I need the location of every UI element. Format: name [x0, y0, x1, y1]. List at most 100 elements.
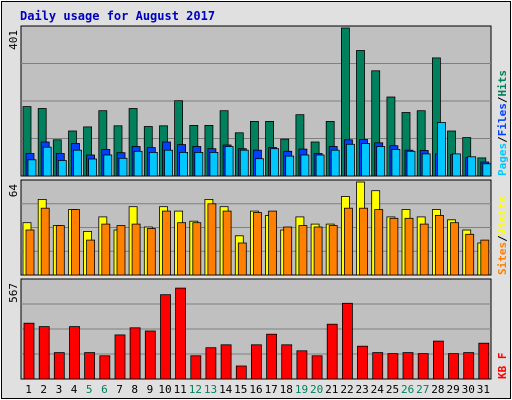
x-tick-label: 27 [416, 383, 429, 396]
bar-kb-f-day-27 [417, 353, 429, 380]
x-tick-label: 22 [340, 383, 353, 396]
bar-kb-f-day-13 [205, 347, 217, 380]
hits-files-pages-ymax-label: 401 [7, 30, 20, 50]
x-tick-label: 18 [280, 383, 293, 396]
x-tick-label: 31 [477, 383, 490, 396]
legend-entry: Visits [496, 196, 509, 236]
bar-sites-day-11 [177, 222, 187, 276]
bar-sites-day-25 [389, 217, 399, 276]
bar-kb-f-day-18 [281, 344, 293, 380]
x-tick-label: 29 [446, 383, 459, 396]
bar-sites-day-1 [25, 229, 35, 276]
bar-kb-f-day-21 [326, 323, 338, 380]
bar-kb-f-day-5 [84, 352, 95, 380]
bar-kb-f-day-25 [387, 353, 399, 380]
bar-pages-day-30 [467, 156, 477, 177]
x-tick-label: 14 [219, 383, 233, 396]
x-tick-label: 17 [265, 383, 278, 396]
series-pages [27, 122, 492, 177]
x-tick-label: 15 [234, 383, 247, 396]
bar-sites-day-19 [298, 225, 308, 276]
bar-kb-f-day-11 [175, 287, 187, 380]
bar-pages-day-16 [254, 158, 264, 177]
x-tick-label: 30 [462, 383, 475, 396]
bar-sites-day-8 [131, 223, 141, 276]
bar-sites-day-22 [343, 207, 353, 276]
bar-kb-f-day-8 [129, 327, 141, 380]
x-tick-label: 7 [116, 383, 123, 396]
bar-sites-day-5 [86, 239, 95, 276]
x-tick-label: 2 [40, 383, 47, 396]
bar-sites-day-3 [55, 225, 65, 276]
bar-kb-f-day-15 [235, 365, 247, 380]
bar-sites-day-26 [404, 217, 414, 276]
bar-kb-f-day-31 [478, 342, 490, 380]
bar-sites-day-12 [192, 222, 202, 276]
bar-pages-day-25 [391, 148, 401, 177]
legend-entry: Files [496, 103, 509, 136]
bar-kb-f-day-29 [448, 353, 459, 380]
bar-sites-day-27 [419, 223, 429, 276]
bar-pages-day-26 [406, 150, 416, 177]
bar-sites-day-30 [465, 233, 475, 276]
bar-sites-day-7 [116, 225, 126, 276]
visits-sites-ymax-label: 64 [7, 184, 20, 198]
visits-sites-legend: Sites/Visits [496, 196, 509, 276]
legend-entry: / [496, 96, 509, 103]
bar-pages-day-23 [361, 143, 370, 177]
bar-pages-day-6 [103, 154, 113, 177]
x-tick-label: 21 [325, 383, 338, 396]
bar-sites-day-13 [207, 203, 217, 276]
chart-title: Daily usage for August 2017 [20, 9, 215, 23]
kbf-ymax-label: 567 [7, 283, 20, 303]
bar-pages-day-27 [421, 153, 431, 177]
x-tick-label: 28 [431, 383, 444, 396]
bar-sites-day-20 [313, 226, 323, 276]
x-tick-label: 5 [86, 383, 93, 396]
bar-sites-day-16 [252, 212, 262, 276]
bar-kb-f-day-7 [114, 334, 126, 380]
bar-sites-day-2 [40, 207, 50, 276]
x-tick-label: 25 [386, 383, 399, 396]
bar-pages-day-18 [285, 155, 295, 177]
kbf-legend: KB F [496, 353, 509, 380]
bar-kb-f-day-26 [402, 352, 414, 380]
bar-sites-day-21 [328, 225, 338, 276]
bar-pages-day-13 [209, 151, 219, 177]
bar-sites-day-6 [101, 223, 111, 276]
bar-pages-day-3 [57, 160, 67, 177]
bar-kb-f-day-17 [266, 333, 278, 380]
bar-pages-day-1 [27, 159, 37, 177]
bar-kb-f-day-3 [53, 352, 65, 380]
bar-pages-day-21 [330, 149, 340, 177]
bar-pages-day-19 [300, 154, 310, 177]
bar-pages-day-17 [270, 148, 280, 177]
bar-pages-day-4 [73, 149, 82, 177]
legend-entry: / [496, 235, 509, 242]
bar-kb-f-day-19 [296, 350, 308, 380]
bar-pages-day-31 [482, 163, 492, 177]
legend-entry: Sites [496, 242, 509, 275]
bar-sites-day-29 [450, 222, 459, 276]
x-tick-label: 16 [249, 383, 262, 396]
bar-pages-day-10 [164, 149, 173, 177]
legend-entry: KB F [496, 353, 509, 380]
hits-files-pages-legend: Pages/Files/Hits [496, 70, 509, 176]
bar-pages-day-12 [194, 151, 204, 177]
bar-pages-day-20 [315, 154, 325, 177]
x-tick-label: 8 [131, 383, 138, 396]
bar-pages-day-5 [88, 158, 97, 177]
bar-pages-day-24 [376, 146, 386, 177]
visits-sites-panel: 64 Sites/Visits [7, 179, 509, 276]
bar-pages-day-28 [436, 122, 446, 177]
x-tick-label: 19 [295, 383, 308, 396]
bar-sites-day-24 [374, 209, 384, 276]
x-tick-label: 13 [204, 383, 217, 396]
bar-pages-day-15 [239, 149, 249, 177]
bar-kb-f-day-12 [190, 355, 202, 380]
bar-kb-f-day-16 [250, 344, 262, 380]
bar-kb-f-day-2 [38, 326, 50, 380]
bar-sites-day-18 [283, 226, 293, 276]
series-sites [25, 203, 490, 276]
